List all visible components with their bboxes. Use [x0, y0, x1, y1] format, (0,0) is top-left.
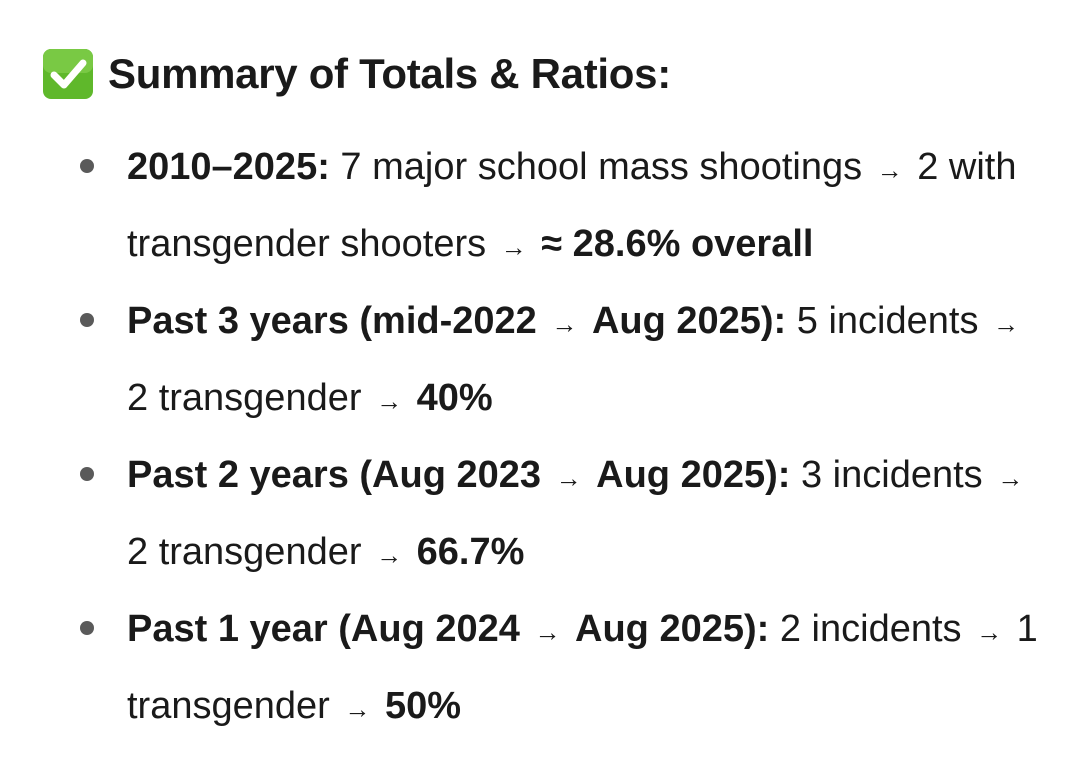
item-label: Past 2 years (Aug 2023 — [127, 454, 542, 496]
bullet-icon — [80, 313, 94, 327]
check-mark-button-icon — [43, 49, 93, 99]
bullet-icon — [80, 159, 94, 173]
arrow-icon: → — [376, 540, 403, 570]
item-label: Aug 2025): — [596, 454, 791, 496]
item-label: Past 1 year (Aug 2024 — [127, 608, 520, 650]
list-item-2010-2025: 2010–2025: 7 major school mass shootings… — [0, 130, 1047, 284]
item-label: Past 3 years (mid-2022 — [127, 300, 537, 342]
arrow-icon: → — [876, 155, 903, 185]
item-label: Aug 2025): — [591, 300, 787, 342]
item-result: 66.7% — [416, 531, 525, 573]
item-text: 5 incidents — [796, 300, 979, 342]
arrow-icon: → — [993, 309, 1020, 339]
arrow-icon: → — [997, 463, 1024, 493]
item-label: Aug 2025): — [575, 608, 770, 650]
heading-title: Summary of Totals & Ratios: — [108, 50, 671, 97]
item-text: 3 incidents — [800, 454, 983, 496]
item-text: 2 with transgender shooters — [127, 146, 1017, 265]
summary-list: 2010–2025: 7 major school mass shootings… — [0, 130, 1080, 746]
arrow-icon: → — [376, 386, 403, 416]
arrow-icon: → — [555, 463, 582, 493]
item-result: ≈ 28.6% overall — [541, 223, 814, 265]
list-item-past-3-years: Past 3 years (mid-2022 → Aug 2025): 5 in… — [0, 284, 1047, 438]
item-text: 2 transgender — [127, 377, 362, 419]
arrow-icon: → — [344, 694, 371, 724]
arrow-icon: → — [976, 617, 1003, 647]
item-result: 40% — [416, 377, 493, 419]
item-text: 2 incidents — [779, 608, 962, 650]
item-text: 7 major school mass shootings — [340, 146, 863, 188]
item-result: 50% — [384, 685, 461, 727]
item-text: 2 transgender — [127, 531, 362, 573]
list-item-past-1-year: Past 1 year (Aug 2024 → Aug 2025): 2 inc… — [0, 592, 1047, 746]
bullet-icon — [80, 467, 94, 481]
list-item-past-2-years: Past 2 years (Aug 2023 → Aug 2025): 3 in… — [0, 438, 1047, 592]
arrow-icon: → — [534, 617, 561, 647]
arrow-icon: → — [500, 232, 527, 262]
arrow-icon: → — [551, 309, 578, 339]
bullet-icon — [80, 621, 94, 635]
item-text: 1 transgender — [127, 608, 1038, 727]
item-label: 2010–2025: — [127, 146, 330, 188]
summary-heading: Summary of Totals & Ratios: — [42, 48, 671, 100]
